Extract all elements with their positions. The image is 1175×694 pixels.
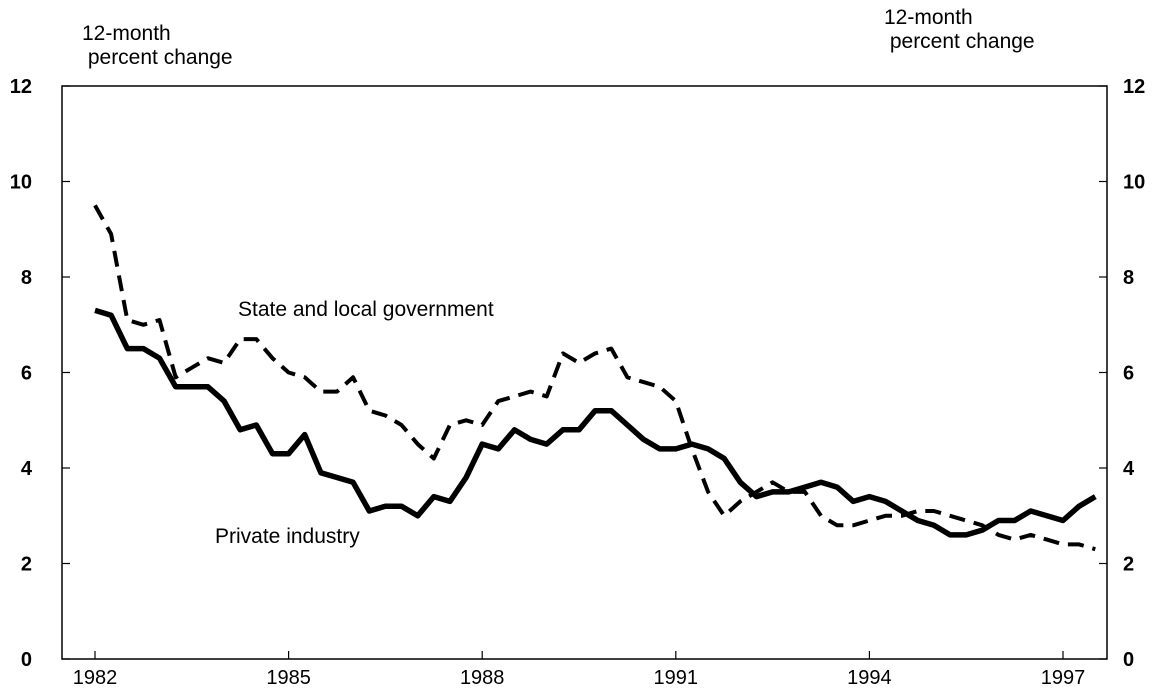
y-tick-label-right: 0 xyxy=(1123,649,1134,671)
y-unit-left-line2: percent change xyxy=(82,46,233,69)
series-lines xyxy=(93,204,1097,552)
y-unit-right-line2: percent change xyxy=(884,30,1035,53)
series-labels: State and local government Private indus… xyxy=(215,298,494,548)
x-tick-label: 1994 xyxy=(847,667,892,689)
y-tick-label-left: 4 xyxy=(21,458,33,480)
y-tick-label-right: 12 xyxy=(1123,76,1145,98)
y-tick-label-right: 2 xyxy=(1123,554,1134,576)
x-tick-label: 1988 xyxy=(460,667,505,689)
x-tick-label: 1997 xyxy=(1041,667,1086,689)
y-tick-label-left: 8 xyxy=(21,267,32,289)
y-tick-label-left: 6 xyxy=(21,363,32,385)
axis-ticks: 0 0 2 2 4 4 6 6 8 8 10 10 12 12 1982 1985 1988 1991 1994 19… xyxy=(10,76,1146,689)
y-tick-label-left: 0 xyxy=(21,649,32,671)
x-tick-label: 1982 xyxy=(73,667,118,689)
plot-area-border xyxy=(61,85,1108,660)
y-tick-label-left: 2 xyxy=(21,554,32,576)
y-tick-label-right: 8 xyxy=(1123,267,1134,289)
y-tick-label-left: 10 xyxy=(10,172,32,194)
x-tick-label: 1991 xyxy=(654,667,699,689)
y-tick-label-right: 4 xyxy=(1123,458,1135,480)
y-axis-unit-left: 12-month percent change xyxy=(82,22,233,70)
x-tick-label: 1985 xyxy=(266,667,311,689)
series-label-private-industry: Private industry xyxy=(215,525,360,548)
plot-frame xyxy=(61,85,1108,660)
y-unit-left-line1: 12-month xyxy=(82,22,171,45)
y-unit-right-line1: 12-month xyxy=(884,6,973,29)
y-axis-unit-right: 12-month percent change xyxy=(884,6,1035,54)
series-line-private-industry xyxy=(94,307,1097,538)
y-tick-label-right: 10 xyxy=(1123,172,1145,194)
y-tick-label-left: 12 xyxy=(10,76,32,98)
y-tick-label-right: 6 xyxy=(1123,363,1134,385)
series-line-state-local-government xyxy=(93,204,1096,552)
series-label-state-local: State and local government xyxy=(238,298,494,321)
